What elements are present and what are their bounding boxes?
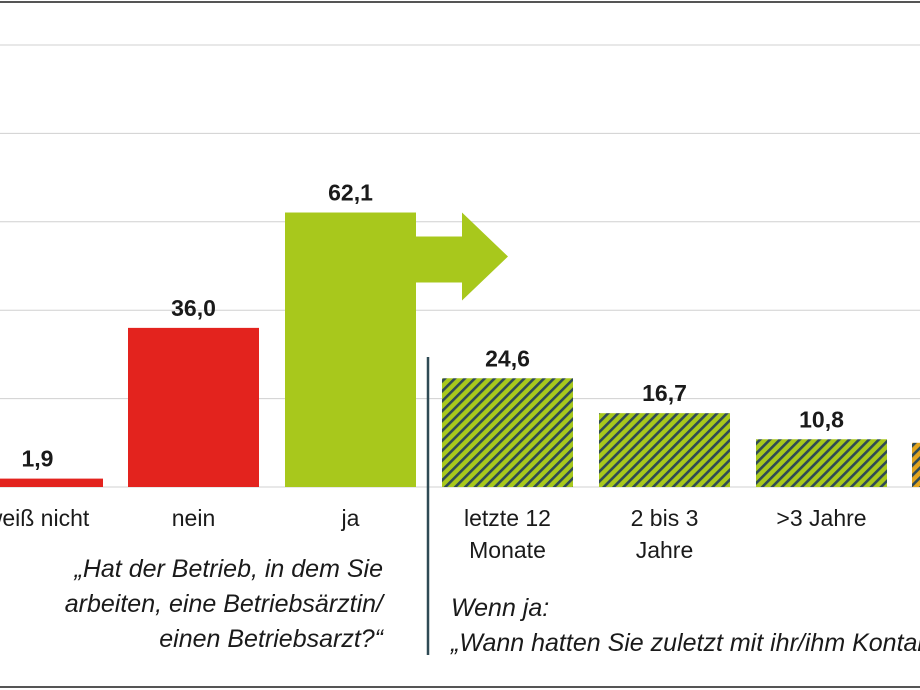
right-category-label-2: >3 Jahre (776, 505, 866, 531)
left-question-line: arbeiten, eine Betriebsärztin/ (65, 590, 386, 618)
left-value-label-0: 1,9 (22, 446, 54, 472)
right-value-label-1: 16,7 (642, 380, 687, 406)
right-category-label-1: Jahre (636, 537, 694, 563)
right-bar-2 (756, 439, 887, 487)
right-value-label-2: 10,8 (799, 406, 844, 432)
bars (0, 212, 920, 487)
right-bar-3 (912, 442, 920, 487)
left-question-line: „Hat der Betrieb, in dem Sie (74, 555, 383, 583)
left-bar-0 (0, 478, 103, 487)
left-question-line: einen Betriebsarzt?“ (159, 625, 384, 653)
labels: 1,9 weiß nicht 36,0 nein 62,1 ja 24,6 letzte 12… (0, 180, 920, 657)
right-category-label-0: letzte 12 (464, 505, 551, 531)
right-value-label-0: 24,6 (485, 345, 530, 371)
left-category-label-0: weiß nicht (0, 505, 90, 531)
right-question-intro: Wenn ja: (451, 594, 549, 622)
left-bar-2 (285, 212, 416, 487)
left-value-label-2: 62,1 (328, 180, 373, 206)
left-bar-1 (128, 327, 259, 487)
right-bar-1 (599, 413, 730, 487)
arrow-shape (414, 212, 508, 301)
right-category-label-1: 2 bis 3 (631, 505, 699, 531)
right-bar-0 (442, 378, 573, 487)
left-category-label-1: nein (172, 505, 215, 531)
right-question: „Wann hatten Sie zuletzt mit ihr/ihm Kon… (450, 629, 920, 657)
left-value-label-1: 36,0 (171, 295, 216, 321)
left-category-label-2: ja (341, 505, 360, 531)
right-category-label-0: Monate (469, 537, 546, 563)
